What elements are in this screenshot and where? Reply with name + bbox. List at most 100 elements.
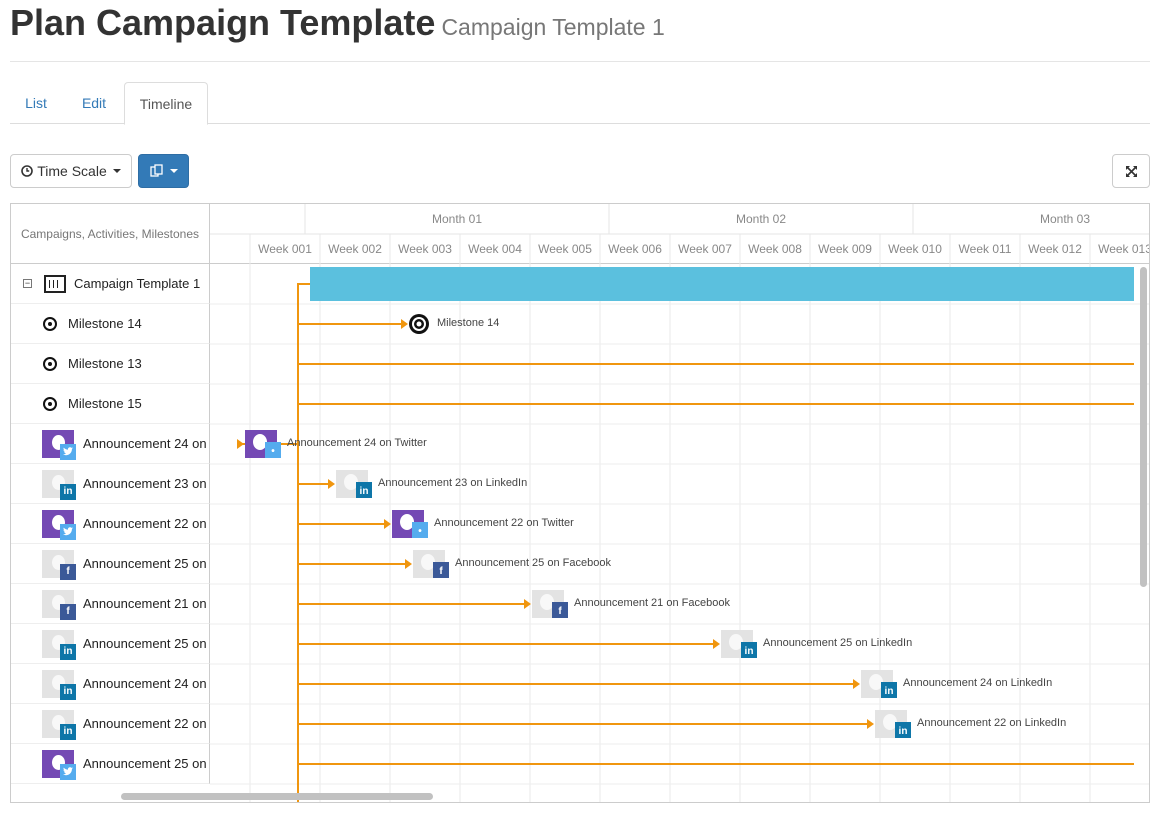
- horizontal-scrollbar[interactable]: [121, 793, 433, 800]
- row-name: Announcement 25 on: [83, 756, 207, 771]
- timeline-item-label: Announcement 24 on LinkedIn: [903, 677, 1053, 689]
- linkedin-glyph: in: [885, 686, 894, 697]
- avatar: in: [42, 709, 76, 740]
- twitter-icon: [60, 523, 76, 540]
- linkedin-icon: in: [60, 643, 76, 660]
- timeline-chart[interactable]: Month 01 Month 02 Month 03 Week 001 Week 002…: [210, 204, 1150, 803]
- dependency-arrow: [401, 319, 408, 329]
- fullscreen-button[interactable]: [1112, 154, 1150, 188]
- milestone-target-center: [416, 321, 422, 327]
- week-label: Week 011: [959, 242, 1012, 256]
- row-name: Announcement 24 on: [83, 676, 207, 691]
- facebook-icon: f: [60, 563, 76, 580]
- avatar-head: [400, 514, 414, 530]
- milestone-row[interactable]: Milestone 15: [11, 384, 210, 424]
- timeline-item-label: Announcement 21 on Facebook: [574, 597, 730, 609]
- linkedin-icon: [895, 722, 911, 738]
- dependency-arrow: [328, 479, 335, 489]
- twitter-glyph: •: [418, 526, 422, 537]
- caret-down-icon: [112, 169, 121, 173]
- activity-row[interactable]: Announcement 24 on: [11, 424, 210, 464]
- avatar-head: [883, 714, 897, 730]
- row-name: Milestone 15: [68, 396, 142, 411]
- time-scale-button[interactable]: Time Scale: [10, 154, 132, 188]
- avatar-head: [540, 594, 554, 610]
- clock-icon: [21, 165, 34, 177]
- avatar: [42, 749, 76, 780]
- linkedin-icon: [741, 642, 757, 658]
- collapse-toggle[interactable]: −: [23, 278, 32, 288]
- activity-row[interactable]: in Announcement 23 on: [11, 464, 210, 504]
- campaign-bar[interactable]: [310, 267, 1134, 301]
- milestone-target-icon: [43, 356, 57, 371]
- caret-down-icon: [169, 169, 178, 173]
- avatar-head: [253, 434, 267, 450]
- avatar-head: [421, 554, 435, 570]
- row-name: Announcement 22 on: [83, 716, 207, 731]
- activity-row[interactable]: in Announcement 22 on: [11, 704, 210, 744]
- timeline-item-label: Announcement 24 on Twitter: [287, 437, 427, 449]
- activity-row[interactable]: in Announcement 24 on: [11, 664, 210, 704]
- timeline-item-label: Milestone 14: [437, 317, 500, 329]
- milestone-row[interactable]: Milestone 13: [11, 344, 210, 384]
- dependency-arrow: [384, 519, 391, 529]
- row-name: Announcement 25 on: [83, 556, 207, 571]
- campaign-name: Campaign Template 1: [74, 276, 201, 291]
- twitter-glyph: •: [271, 446, 275, 457]
- twitter-icon: [412, 522, 428, 538]
- avatar: f: [42, 549, 76, 580]
- row-name: Announcement 22 on: [83, 516, 207, 531]
- row-name: Announcement 21 on: [83, 596, 207, 611]
- activity-row[interactable]: f Announcement 25 on: [11, 544, 210, 584]
- week-label: Week 005: [538, 242, 592, 256]
- tab-list[interactable]: List: [25, 95, 47, 111]
- tab-edit[interactable]: Edit: [81, 95, 107, 111]
- tab-timeline[interactable]: Timeline: [124, 82, 208, 125]
- facebook-glyph: f: [439, 566, 443, 577]
- row-name: Milestone 14: [68, 316, 142, 331]
- twitter-icon: [265, 442, 281, 458]
- linkedin-glyph: in: [360, 486, 369, 497]
- avatar-head: [344, 474, 358, 490]
- vertical-scrollbar[interactable]: [1140, 267, 1147, 587]
- week-label: Week 004: [468, 242, 522, 256]
- campaign-row[interactable]: − Campaign Template 1: [11, 264, 210, 304]
- dependency-arrow: [853, 679, 860, 689]
- facebook-icon: [433, 562, 449, 578]
- avatar-head: [869, 674, 883, 690]
- month-label: Month 02: [736, 212, 786, 226]
- avatar-head: [729, 634, 743, 650]
- timeline-item-label: Announcement 25 on LinkedIn: [763, 637, 913, 649]
- row-name: Milestone 13: [68, 356, 142, 371]
- tab-bar: List Edit Timeline: [10, 82, 1150, 125]
- facebook-glyph: f: [558, 606, 562, 617]
- copy-dropdown-button[interactable]: [138, 154, 189, 188]
- linkedin-icon: [881, 682, 897, 698]
- timeline-item-label: Announcement 22 on LinkedIn: [917, 717, 1067, 729]
- gantt-chart: Campaigns, Activities, Milestones − Campa…: [10, 203, 1150, 803]
- activity-row[interactable]: Announcement 22 on: [11, 504, 210, 544]
- facebook-icon: [552, 602, 568, 618]
- activity-row[interactable]: in Announcement 25 on: [11, 624, 210, 664]
- facebook-icon: f: [60, 603, 76, 620]
- page-title-text: Plan Campaign Template: [10, 2, 436, 43]
- linkedin-icon: in: [60, 683, 76, 700]
- dependency-arrow: [524, 599, 531, 609]
- month-label: Month 03: [1040, 212, 1090, 226]
- avatar: f: [42, 589, 76, 620]
- linkedin-icon: in: [60, 483, 76, 500]
- timeline-item-label: Announcement 23 on LinkedIn: [378, 477, 528, 489]
- dependency-arrow: [405, 559, 412, 569]
- milestone-row[interactable]: Milestone 14: [11, 304, 210, 344]
- month-label: Month 01: [432, 212, 482, 226]
- activity-row[interactable]: f Announcement 21 on: [11, 584, 210, 624]
- dependency-arrow: [237, 439, 244, 449]
- twitter-icon: [60, 763, 76, 780]
- week-label: Week 012: [1028, 242, 1082, 256]
- row-name: Announcement 23 on: [83, 476, 207, 491]
- activity-row[interactable]: Announcement 25 on: [11, 744, 210, 784]
- linkedin-glyph: in: [899, 726, 908, 737]
- page-subtitle: Campaign Template 1: [441, 14, 665, 40]
- week-label: Week 008: [748, 242, 802, 256]
- week-label: Week 007: [678, 242, 732, 256]
